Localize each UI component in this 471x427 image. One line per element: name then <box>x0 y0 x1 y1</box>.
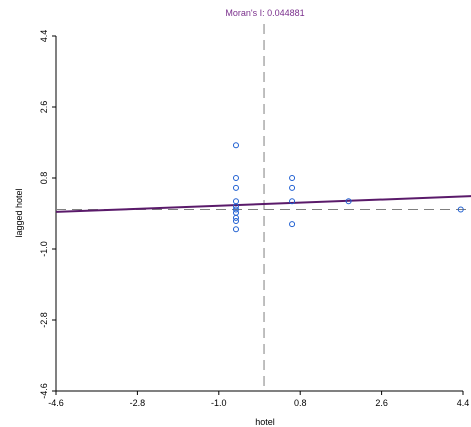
scatter-point <box>289 175 296 181</box>
y-tick-label: 2.6 <box>39 101 49 114</box>
x-axis-title: hotel <box>255 417 275 427</box>
y-tick-label: -2.8 <box>39 312 49 328</box>
plot-area: -4.6 -2.8 -1.0 0.8 2.6 4.4 -4.6 -2.8 -1.0 0.8 2.6… <box>39 24 471 408</box>
scatter-point <box>232 206 239 213</box>
x-tick-label: 4.4 <box>457 398 470 408</box>
scatter-point <box>232 184 239 191</box>
scatter-point <box>232 226 239 233</box>
scatter-point <box>232 214 239 221</box>
y-tick-label: 0.8 <box>39 172 49 185</box>
x-tick-label: 2.6 <box>375 398 388 408</box>
scatter-point <box>232 198 239 205</box>
y-tick-label: -1.0 <box>39 241 49 257</box>
chart-title: Moran's I: 0.044881 <box>225 8 304 18</box>
scatter-point <box>232 203 239 210</box>
scatter-point <box>289 221 296 228</box>
x-tick-label: 0.8 <box>294 398 307 408</box>
scatter-point <box>345 198 352 205</box>
scatter-point <box>289 198 296 205</box>
scatter-point <box>457 206 464 213</box>
scatter-point <box>232 142 239 149</box>
scatter-point <box>289 184 296 191</box>
scatter-point <box>232 209 239 216</box>
regression-line <box>55 195 471 213</box>
y-tick-label: 4.4 <box>39 30 49 43</box>
scatter-point <box>232 175 239 181</box>
x-tick-label: -2.8 <box>130 398 146 408</box>
y-axis-title: lagged hotel <box>14 188 24 237</box>
y-tick-label: -4.6 <box>39 383 49 399</box>
x-tick-label: -1.0 <box>211 398 227 408</box>
scatter-point <box>232 217 239 224</box>
y-ticks: -4.6 -2.8 -1.0 0.8 2.6 4.4 <box>39 30 56 399</box>
x-tick-label: -4.6 <box>48 398 64 408</box>
x-ticks: -4.6 -2.8 -1.0 0.8 2.6 4.4 <box>48 391 469 408</box>
scatter-points <box>232 142 464 233</box>
